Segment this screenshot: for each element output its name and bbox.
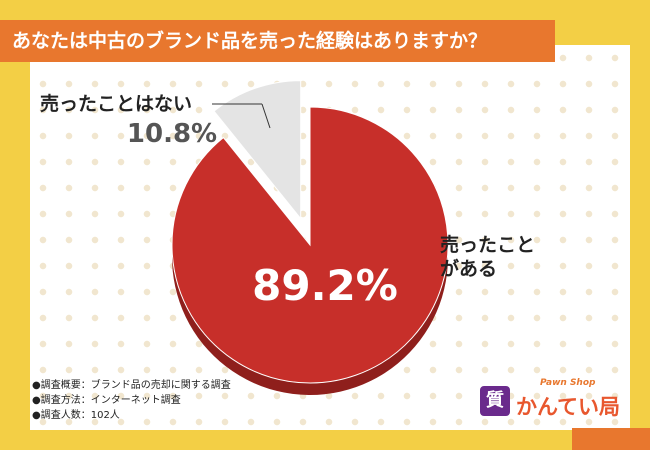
logo: 質 Pawn Shop かんてい局 [480,378,620,422]
logo-mark: 質 [480,386,510,416]
value-label: 10.8% [127,119,217,149]
pie-slice [213,80,302,221]
category-label: 売ったことがある [440,234,536,280]
chart-title: あなたは中古のブランド品を売った経験はありますか？ [0,20,555,62]
note: ●調査人数：102人 [32,410,120,421]
corner-decoration [572,428,650,450]
survey-notes: ●調査概要：ブランド品の売却に関する調査 ●調査方法：インターネット調査 ●調査… [32,378,231,423]
category-label: 売ったことはない [40,93,193,115]
logo-tagline: Pawn Shop [540,378,596,388]
note: ●調査方法：インターネット調査 [32,395,181,406]
pie-slice [171,106,449,384]
value-label: 89.2% [252,261,398,310]
logo-name: かんてい局 [516,395,620,419]
note: ●調査概要：ブランド品の売却に関する調査 [32,380,231,391]
leader-line [261,103,271,129]
